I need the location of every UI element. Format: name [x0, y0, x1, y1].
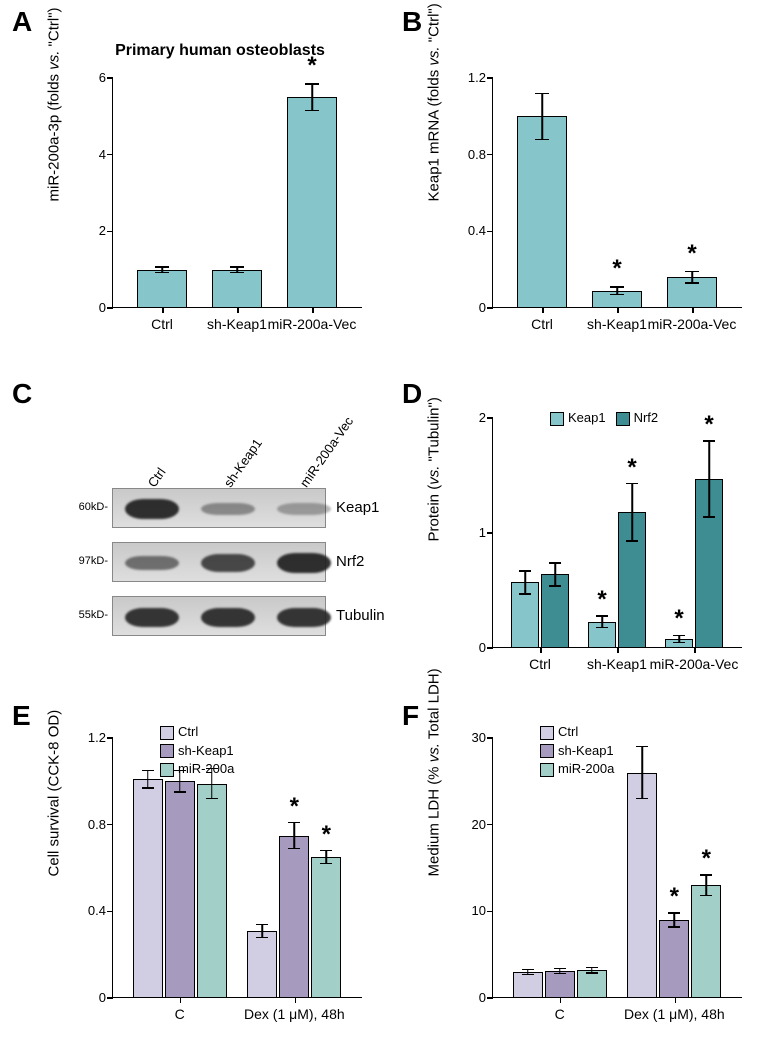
chart-f: Medium LDH (% vs. Total LDH)0102030C**De… — [430, 720, 750, 1040]
panel-f-label: F — [402, 700, 419, 732]
bar — [287, 97, 337, 308]
chart-e: Cell survival (CCK-8 OD)00.40.81.2C**Dex… — [50, 720, 370, 1040]
bar — [517, 116, 567, 308]
blot-c: Ctrlsh-Keap1miR-200a-Vec60kD-Keap197kD-N… — [40, 410, 370, 690]
panel-b-label: B — [402, 6, 422, 38]
chart-d: Protein (vs. "Tubulin")012Ctrl**sh-Keap1… — [430, 400, 750, 690]
panel-e-label: E — [12, 700, 31, 732]
panel-d-label: D — [402, 378, 422, 410]
bar — [137, 270, 187, 308]
chart-a: miR-200a-3p (folds vs. "Ctrl")0246Ctrlsh… — [50, 60, 370, 350]
bar — [212, 270, 262, 308]
panel-c-label: C — [12, 378, 32, 410]
panel-a-label: A — [12, 6, 32, 38]
chart-b: Keap1 mRNA (folds vs. "Ctrl")00.40.81.2C… — [430, 60, 750, 350]
